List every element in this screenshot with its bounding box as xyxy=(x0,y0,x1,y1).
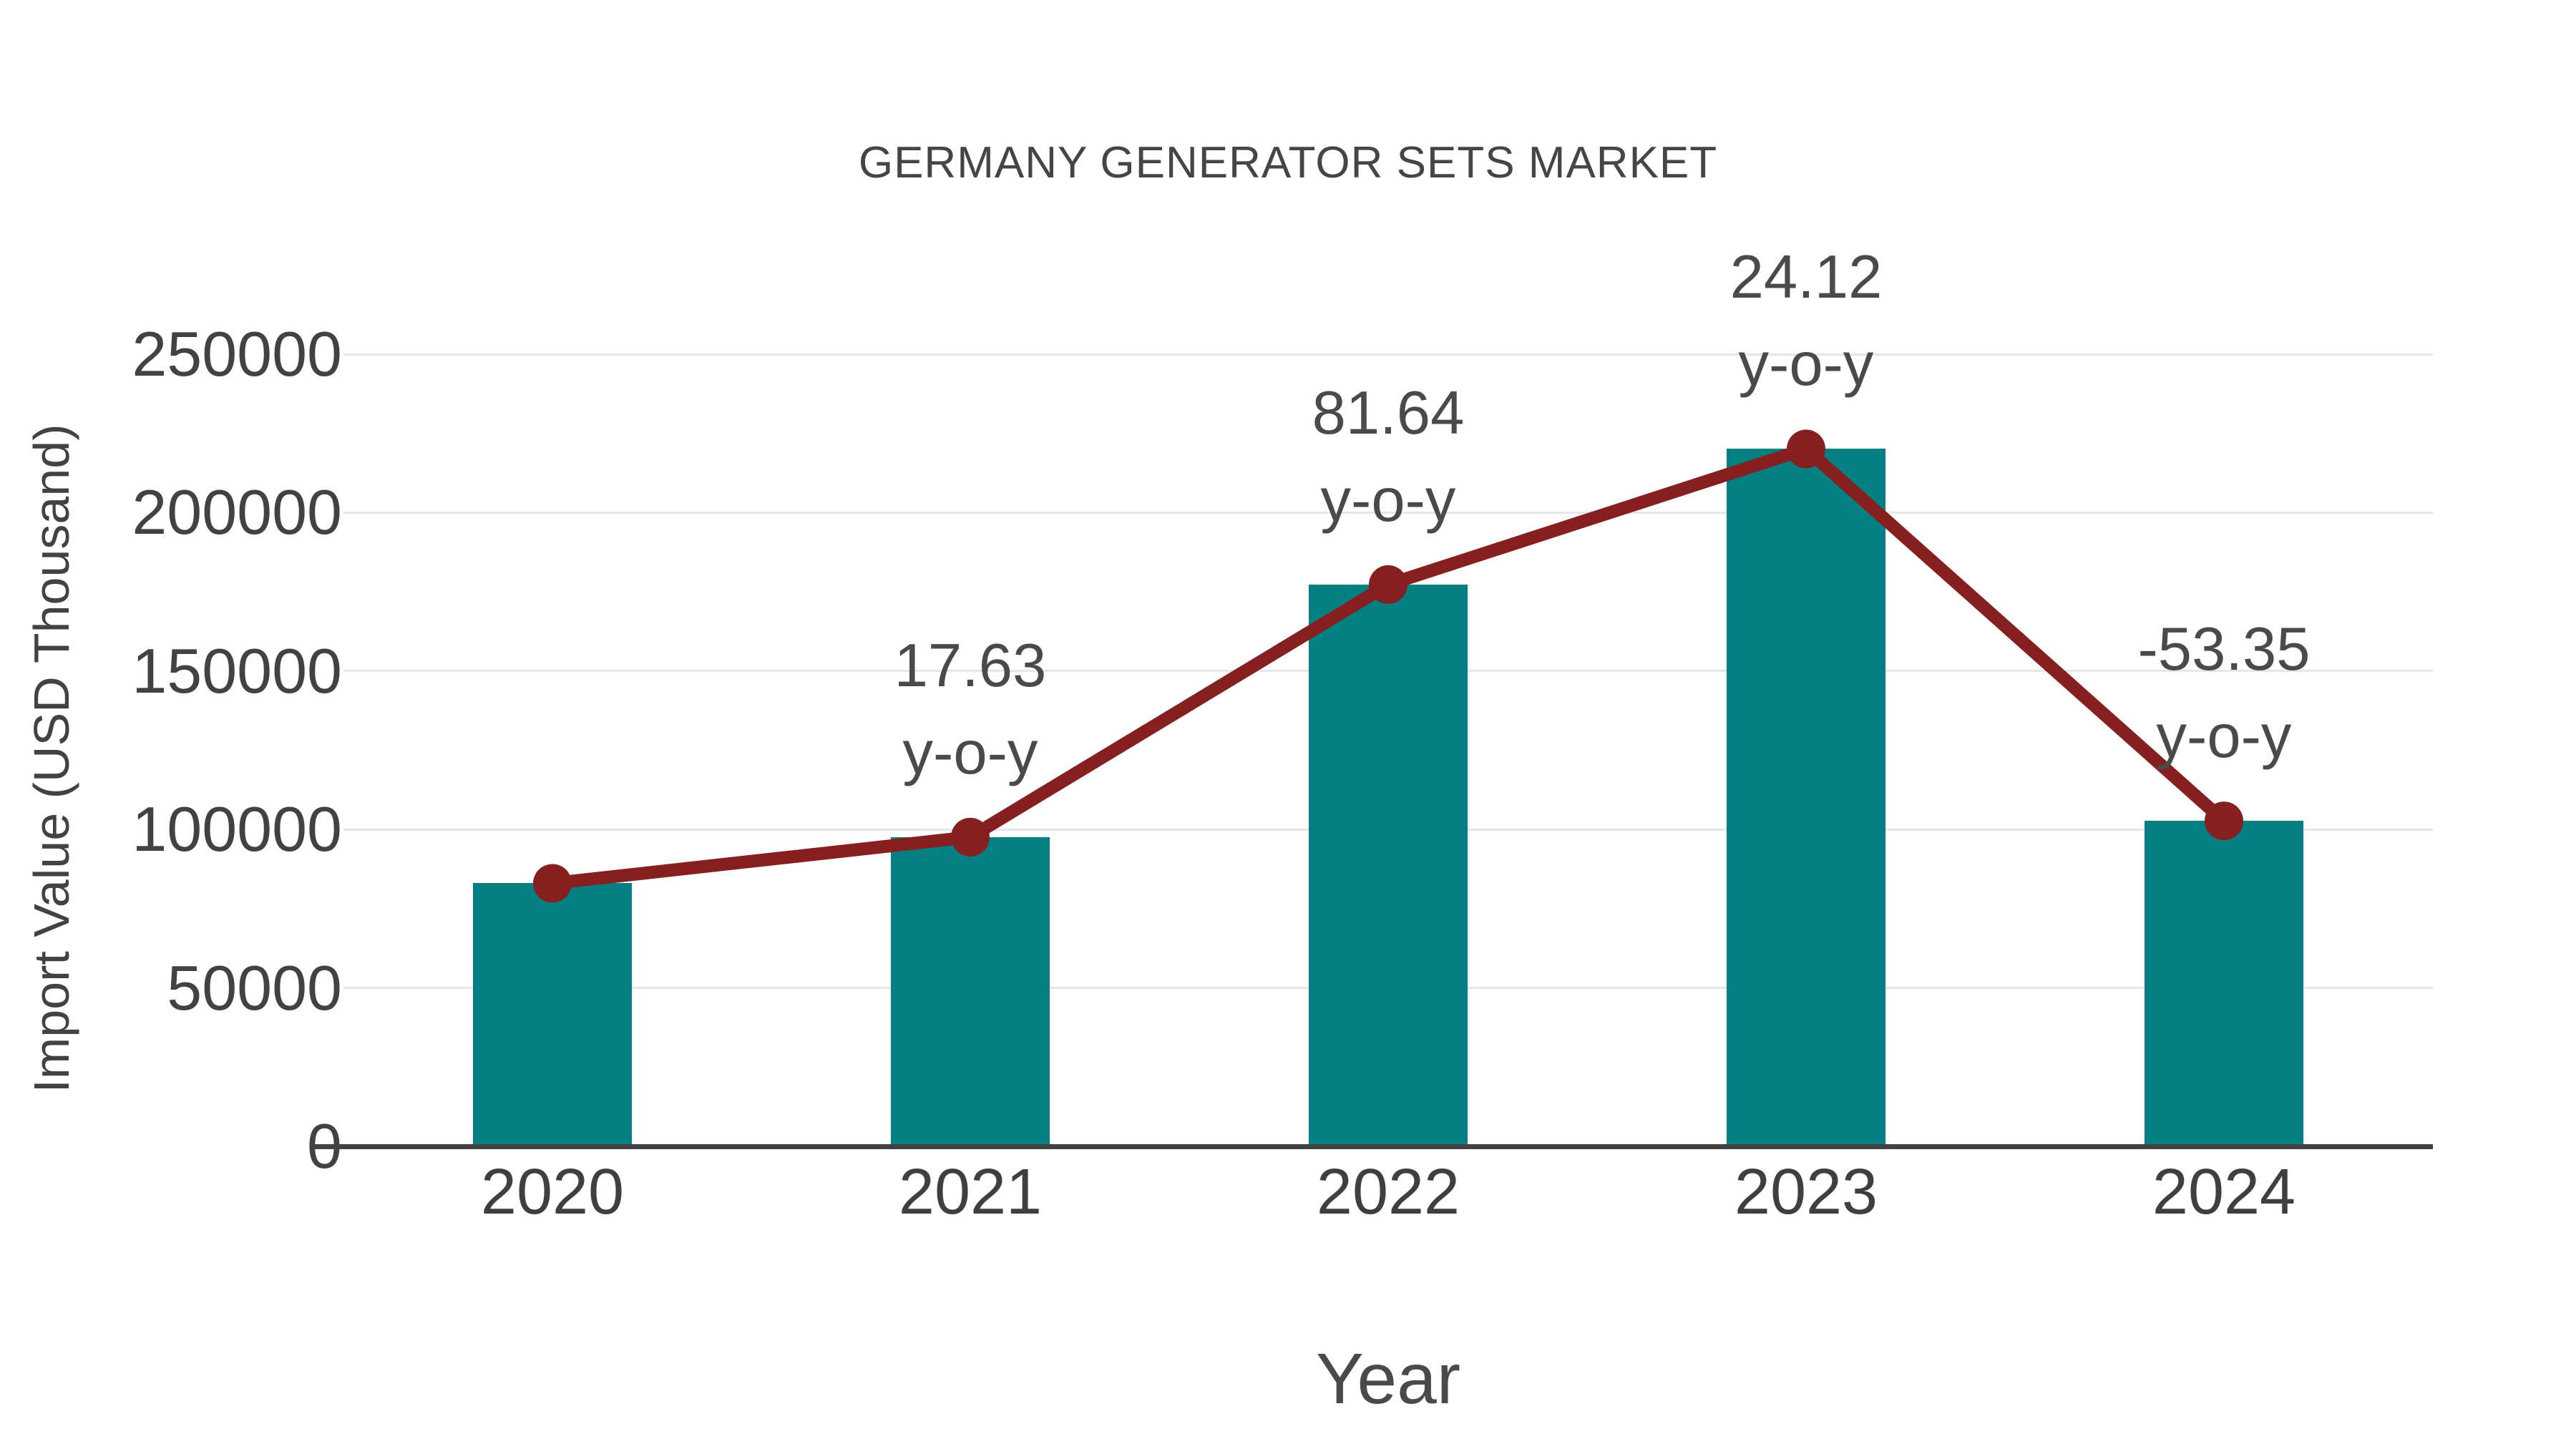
y-tick-label-200000: 200000 xyxy=(132,477,342,548)
x-tick-label-2023: 2023 xyxy=(1734,1156,1878,1228)
y-tick-label-250000: 250000 xyxy=(132,318,342,389)
data-label-value: 81.64 xyxy=(1312,379,1465,447)
x-tick-label-2022: 2022 xyxy=(1316,1156,1460,1228)
data-label-suffix: y-o-y xyxy=(902,718,1038,787)
data-label-suffix: y-o-y xyxy=(2156,703,2292,771)
bar-2020 xyxy=(473,883,632,1146)
data-label-suffix: y-o-y xyxy=(1738,331,1874,399)
bar-2022 xyxy=(1309,584,1468,1146)
x-tick-label-2020: 2020 xyxy=(480,1156,625,1228)
data-label-value: 17.63 xyxy=(894,631,1047,700)
data-label-suffix: y-o-y xyxy=(1320,466,1456,535)
y-axis-title: Import Value (USD Thousand) xyxy=(24,424,79,1093)
x-tick-label-2021: 2021 xyxy=(898,1156,1043,1228)
x-axis-line xyxy=(315,1144,2433,1149)
x-axis-title: Year xyxy=(1315,1339,1461,1419)
data-label-value: 24.12 xyxy=(1729,243,1883,312)
y-tick-label-100000: 100000 xyxy=(132,794,342,865)
bar-2021 xyxy=(891,836,1050,1146)
gridline-250000 xyxy=(343,353,2433,356)
data-label-2022: 81.64 y-o-y xyxy=(1138,370,1639,545)
y-tick-label-50000: 50000 xyxy=(167,952,342,1023)
data-label-2021: 17.63 y-o-y xyxy=(720,623,1221,797)
data-label-2023: 24.12 y-o-y xyxy=(1556,234,2057,409)
y-tick-label-0: 0 xyxy=(307,1111,342,1181)
chart-title: GERMANY GENERATOR SETS MARKET xyxy=(858,138,1718,187)
x-tick-label-2024: 2024 xyxy=(2152,1156,2296,1228)
data-label-value: -53.35 xyxy=(2137,615,2311,684)
bar-2024 xyxy=(2145,821,2303,1146)
y-tick-label-150000: 150000 xyxy=(132,635,342,706)
bar-2023 xyxy=(1727,449,1885,1146)
data-label-2024: -53.35 y-o-y xyxy=(1974,606,2474,781)
